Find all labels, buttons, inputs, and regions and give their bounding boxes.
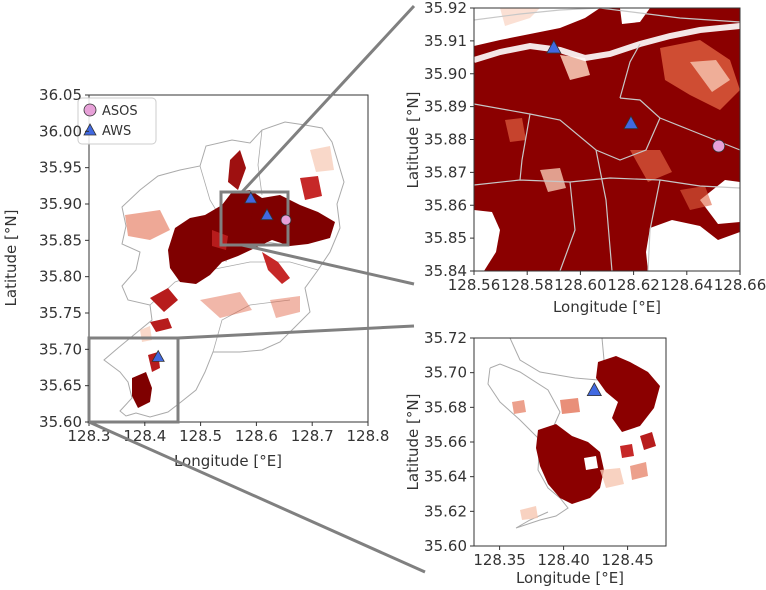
asos-station-marker	[280, 214, 292, 226]
zoom-north-xtick-label: 128.60	[554, 276, 607, 294]
zoom-north-ytick-label: 35.87	[424, 163, 467, 181]
zoom-north-axes: 128.56 128.58 128.60 128.62 128.64 128.66 35.8…	[424, 0, 766, 294]
zoom-north-ytick-label: 35.90	[424, 65, 467, 83]
overview-ytick-label: 35.80	[39, 268, 82, 286]
zoom-south-ytick-label: 35.70	[424, 364, 467, 382]
asos-legend-icon	[83, 103, 97, 117]
aws-station-marker	[546, 39, 562, 54]
zoom-south-ytick-label: 35.60	[424, 537, 467, 555]
zoom-north-boundaries	[474, 8, 740, 271]
overview-xtick-label: 128.4	[123, 427, 166, 445]
zoom-south-ytick-label: 35.68	[424, 398, 467, 416]
overview-ytick-label: 35.70	[39, 340, 82, 358]
overview-ytick-label: 35.60	[39, 413, 82, 431]
zoom-north-xlabel: Longitude [°E]	[553, 298, 661, 316]
overview-xtick-label: 128.6	[235, 427, 278, 445]
aws-station-marker	[151, 349, 165, 362]
zoom-south-xlabel: Longitude [°E]	[516, 569, 624, 587]
overview-stations	[151, 191, 292, 362]
zoom-connectors	[88, 4, 426, 574]
aws-station-marker	[260, 208, 274, 221]
zoom-box-south	[87, 336, 180, 424]
overview-map-area	[103, 121, 345, 418]
aws-legend-icon	[83, 123, 97, 136]
zoom-north-xtick-label: 128.56	[448, 276, 501, 294]
connector-north-top	[240, 4, 416, 194]
zoom-south-panel: 128.35 128.40 128.45 35.60 35.62 35.64 35.66 35…	[404, 329, 667, 587]
zoom-south-boundary	[487, 338, 605, 529]
connector-south-top	[177, 324, 415, 340]
connector-north-bottom	[241, 243, 415, 286]
zoom-north-ytick-label: 35.84	[424, 262, 467, 280]
legend-box	[77, 97, 157, 145]
zoom-north-ylabel: Latitude [°N]	[404, 92, 422, 189]
overview-ytick-label: 35.95	[39, 159, 82, 177]
zoom-south-stations	[586, 382, 602, 397]
aws-station-marker	[623, 115, 639, 130]
zoom-south-map-area	[487, 338, 660, 529]
aws-station-marker	[586, 382, 602, 397]
zoom-north-ytick-label: 35.85	[424, 229, 467, 247]
zoom-south-ytick-label: 35.66	[424, 433, 467, 451]
overview-ytick-label: 35.65	[39, 377, 82, 395]
overview-xlabel: Longitude [°E]	[174, 452, 282, 470]
overview-ytick-label: 36.00	[39, 122, 82, 140]
zoom-south-ytick-label: 35.62	[424, 502, 467, 520]
zoom-south-axes: 128.35 128.40 128.45 35.60 35.62 35.64 35.66 35…	[424, 329, 654, 569]
overview-xtick-label: 128.3	[68, 427, 111, 445]
overview-axes: 128.3 128.4 128.5 128.6 128.7 128.8 35.60 35.65…	[39, 86, 389, 445]
zoom-north-xtick-label: 128.64	[661, 276, 714, 294]
overview-urban-fill	[125, 146, 335, 408]
zoom-south-xtick-label: 128.35	[473, 551, 526, 569]
legend-label-asos: ASOS	[102, 104, 138, 119]
zoom-north-river	[474, 23, 740, 63]
zoom-north-stations	[546, 39, 726, 153]
zoom-north-ytick-label: 35.91	[424, 32, 467, 50]
zoom-south-ylabel: Latitude [°N]	[404, 394, 422, 491]
zoom-south-xtick-label: 128.40	[537, 551, 590, 569]
overview-ytick-label: 35.75	[39, 304, 82, 322]
zoom-north-ytick-label: 35.92	[424, 0, 467, 17]
overview-xtick-label: 128.8	[347, 427, 390, 445]
overview-xtick-label: 128.7	[291, 427, 334, 445]
zoom-north-xtick-label: 128.58	[501, 276, 554, 294]
zoom-south-xtick-label: 128.45	[601, 551, 654, 569]
zoom-south-ytick-label: 35.72	[424, 329, 467, 347]
zoom-north-ytick-label: 35.86	[424, 196, 467, 214]
zoom-north-panel: 128.56 128.58 128.60 128.62 128.64 128.66 35.8…	[404, 0, 766, 316]
zoom-north-xtick-label: 128.66	[714, 276, 766, 294]
connector-south-bottom	[88, 420, 426, 574]
zoom-south-ytick-label: 35.64	[424, 468, 467, 486]
overview-ytick-label: 35.90	[39, 195, 82, 213]
zoom-north-map-area	[474, 8, 740, 271]
zoom-north-ytick-label: 35.88	[424, 131, 467, 149]
asos-station-marker	[712, 139, 726, 153]
legend-label-aws: AWS	[102, 124, 131, 139]
zoom-north-ytick-label: 35.89	[424, 98, 467, 116]
zoom-south-urban-fill	[512, 356, 660, 520]
aws-station-marker	[244, 191, 258, 204]
zoom-north-xtick-label: 128.62	[607, 276, 660, 294]
overview-ytick-label: 36.05	[39, 86, 82, 104]
overview-map-panel: ASOS AWS 128.3 128.4 128.5 128.6 128.7 128.8 3…	[2, 86, 389, 470]
zoom-north-light-patches	[474, 8, 740, 271]
overview-xtick-label: 128.5	[179, 427, 222, 445]
overview-ylabel: Latitude [°N]	[2, 210, 20, 307]
legend: ASOS AWS	[77, 97, 157, 145]
overview-ytick-label: 35.85	[39, 231, 82, 249]
